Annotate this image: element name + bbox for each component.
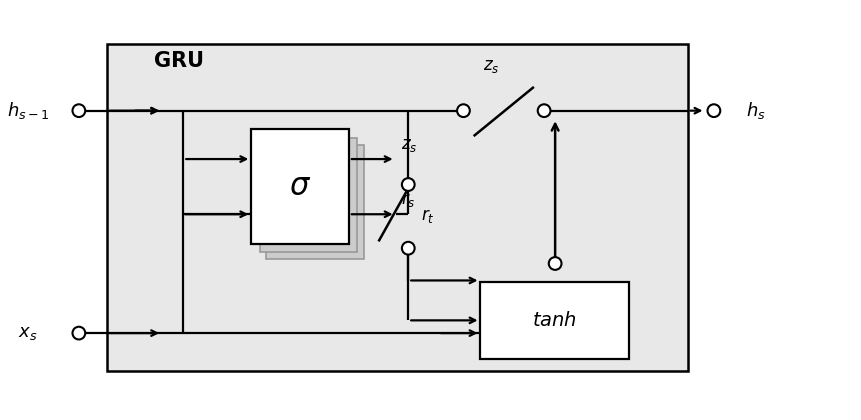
Bar	[480, 282, 629, 359]
Text: $x_s$: $x_s$	[18, 324, 38, 342]
Text: $z_s$: $z_s$	[401, 136, 418, 154]
Circle shape	[538, 104, 550, 117]
Text: $r_s$: $r_s$	[401, 191, 416, 209]
Bar	[107, 45, 689, 371]
Circle shape	[457, 104, 470, 117]
Circle shape	[72, 327, 85, 339]
Text: $tanh$: $tanh$	[532, 311, 577, 330]
Bar	[267, 144, 364, 259]
Circle shape	[72, 104, 85, 117]
Bar	[251, 129, 349, 244]
Circle shape	[708, 104, 721, 117]
Text: $z_s$: $z_s$	[483, 57, 499, 75]
Text: $h_s$: $h_s$	[746, 100, 766, 121]
Circle shape	[402, 242, 415, 255]
Text: $\sigma$: $\sigma$	[289, 172, 311, 201]
Text: $h_{s-1}$: $h_{s-1}$	[7, 100, 49, 121]
Text: GRU: GRU	[153, 51, 203, 71]
Bar	[260, 138, 357, 252]
Text: $r_t$: $r_t$	[421, 207, 435, 226]
Circle shape	[548, 257, 561, 270]
Circle shape	[402, 178, 415, 191]
